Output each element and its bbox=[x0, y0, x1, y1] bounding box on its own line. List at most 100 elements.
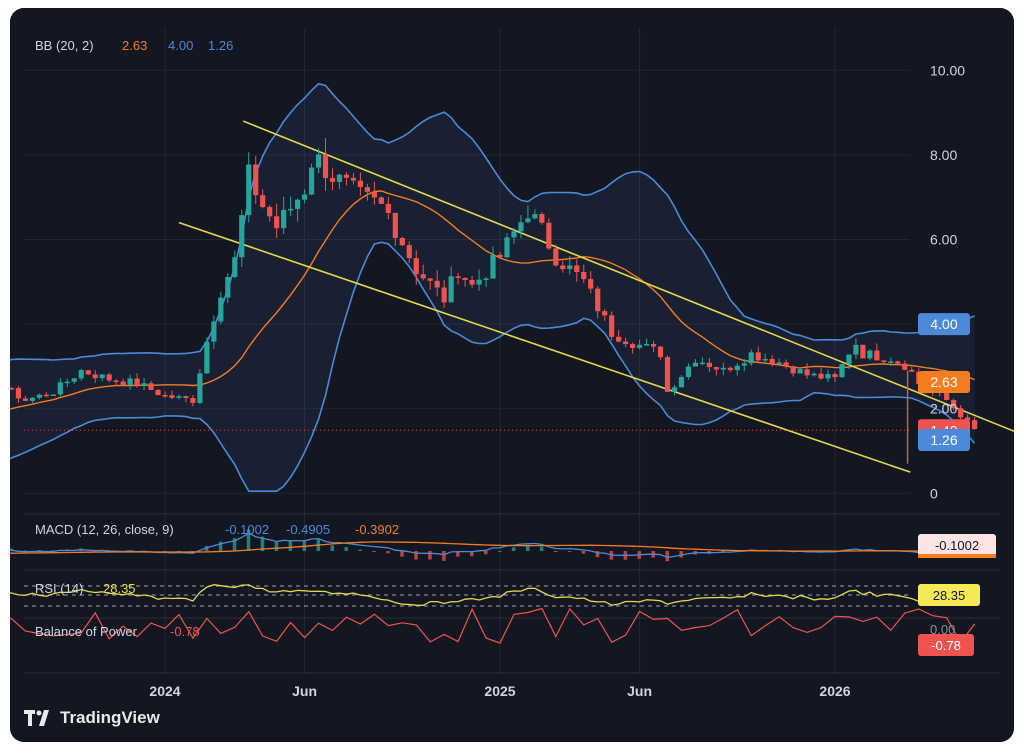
candle-body bbox=[155, 389, 161, 395]
candle-body bbox=[776, 362, 782, 365]
candle-body bbox=[727, 367, 733, 371]
macd-legend[interactable]: MACD (12, 26, close, 9) -0.1002 -0.4905 … bbox=[35, 522, 399, 537]
price-axis[interactable]: 10.00 8.00 6.00 2.00 0 bbox=[930, 62, 965, 501]
bb-lower-badge-bg bbox=[918, 429, 970, 452]
bop-axis-value: -0.78 bbox=[931, 638, 961, 653]
candle-body bbox=[853, 344, 859, 355]
candle-body bbox=[246, 164, 252, 216]
candle-body bbox=[525, 218, 531, 223]
bb-basis-badge-bg bbox=[918, 371, 970, 394]
macd-hist-bar bbox=[525, 545, 530, 551]
candle-body bbox=[385, 203, 391, 213]
macd-pane bbox=[10, 529, 977, 562]
price-tick-label: 8.00 bbox=[930, 147, 957, 163]
bb-legend-basis: 2.63 bbox=[122, 38, 147, 53]
macd-hist-bar bbox=[679, 551, 683, 558]
rsi-line bbox=[10, 584, 975, 606]
candle-body bbox=[846, 354, 852, 365]
macd-hist-bar bbox=[456, 551, 460, 557]
candle-body bbox=[720, 367, 726, 370]
candle-body bbox=[797, 369, 803, 374]
macd-hist-bar bbox=[23, 550, 27, 552]
candle-body bbox=[783, 362, 789, 367]
bb-upper-badge-text: 4.00 bbox=[930, 316, 957, 332]
bb-upper-badge: 4.00 bbox=[918, 313, 970, 336]
macd-axis-badge: -0.1002 bbox=[918, 534, 996, 558]
chart-canvas[interactable]: 10.00 8.00 6.00 2.00 0 2024 Jun 2025 Jun 2026 BB… bbox=[10, 8, 1014, 742]
candle-body bbox=[71, 378, 77, 382]
candle-body bbox=[99, 374, 105, 379]
candle-body bbox=[476, 279, 482, 285]
candle-body bbox=[322, 154, 329, 179]
macd-signal-line bbox=[10, 541, 975, 554]
candle-body bbox=[399, 237, 405, 246]
candle-body bbox=[106, 374, 112, 381]
candle-body bbox=[364, 187, 370, 192]
time-axis[interactable]: 2024 Jun 2025 Jun 2026 bbox=[149, 683, 850, 699]
time-tick-label: Jun bbox=[627, 683, 652, 699]
candle-body bbox=[288, 208, 294, 211]
bb-upper-line bbox=[10, 82, 975, 361]
candle-body bbox=[267, 207, 273, 217]
macd-hist-bar bbox=[428, 551, 432, 560]
macd-hist-bar bbox=[344, 547, 348, 551]
candle-body bbox=[595, 288, 601, 312]
candle-body bbox=[22, 398, 29, 401]
candle-body bbox=[539, 214, 545, 223]
price-tick-label: 2.00 bbox=[930, 401, 957, 417]
macd-hist-bar bbox=[665, 551, 669, 562]
bop-legend[interactable]: Balance of Power -0.78 bbox=[35, 624, 200, 639]
candle-body bbox=[713, 367, 719, 370]
candle-body bbox=[971, 420, 978, 430]
candle-body bbox=[343, 174, 350, 178]
candle-body bbox=[378, 197, 384, 204]
candle-body bbox=[839, 364, 845, 378]
candle-body bbox=[734, 365, 740, 371]
candle-body bbox=[392, 212, 398, 238]
candle-body bbox=[497, 254, 503, 258]
candle-body bbox=[804, 369, 810, 376]
candle-body bbox=[441, 287, 447, 303]
candle-body bbox=[281, 209, 287, 229]
candle-body bbox=[420, 274, 426, 279]
rsi-legend[interactable]: RSI (14) 28.35 bbox=[35, 581, 136, 596]
candle-body bbox=[127, 378, 133, 385]
bop-pane bbox=[10, 607, 976, 644]
candle-body bbox=[553, 248, 559, 266]
candle-body bbox=[329, 178, 336, 182]
time-tick-label: 2025 bbox=[484, 683, 515, 699]
macd-hist-bar bbox=[37, 550, 41, 552]
macd-hist-bar bbox=[484, 551, 488, 555]
candle-body bbox=[357, 180, 364, 188]
macd-hist-bar bbox=[581, 551, 586, 554]
candle-body bbox=[92, 374, 98, 379]
macd-hist-bar bbox=[511, 547, 516, 551]
macd-hist-bar bbox=[288, 540, 293, 551]
bb-fill bbox=[10, 83, 975, 492]
candle-body bbox=[818, 373, 824, 379]
tradingview-brand[interactable]: TradingView bbox=[24, 708, 160, 728]
candle-body bbox=[29, 397, 35, 401]
candle-body bbox=[623, 341, 629, 345]
candle-body bbox=[301, 194, 308, 200]
candle-body bbox=[881, 360, 887, 362]
candle-body bbox=[239, 215, 245, 258]
macd-hist-bar bbox=[204, 546, 209, 551]
candle-body bbox=[434, 280, 440, 288]
candle-body bbox=[511, 231, 517, 238]
macd-hist-bar bbox=[274, 541, 279, 551]
macd-hist-bar bbox=[414, 551, 418, 560]
candle-body bbox=[462, 277, 468, 280]
candle-body bbox=[518, 222, 524, 232]
bb-basis-badge-text: 2.63 bbox=[930, 374, 957, 390]
candle-body bbox=[211, 321, 217, 342]
candle-body bbox=[483, 278, 489, 281]
candle-body bbox=[581, 272, 587, 280]
candle-body bbox=[650, 344, 657, 347]
candle-body bbox=[455, 276, 461, 278]
candle-body bbox=[169, 395, 175, 398]
bb-legend[interactable]: BB (20, 2) 2.63 4.00 1.26 bbox=[35, 38, 233, 53]
bb-legend-upper: 4.00 bbox=[168, 38, 193, 53]
bb-legend-label: BB (20, 2) bbox=[35, 38, 94, 53]
macd-hist-bar bbox=[400, 551, 404, 557]
